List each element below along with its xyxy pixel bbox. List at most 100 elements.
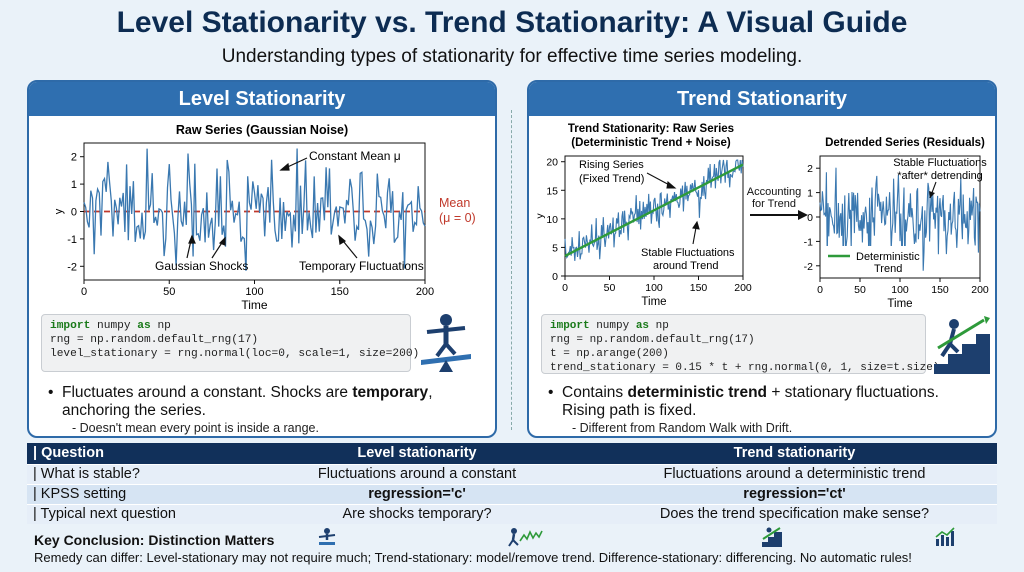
x-tick-label: 150 xyxy=(931,284,949,296)
x-tick-label: 100 xyxy=(891,284,909,296)
table-header-row: | Question Level stationarity Trend stat… xyxy=(27,443,997,464)
y-tick-label: 2 xyxy=(71,152,77,164)
deterministic-trend-line xyxy=(564,163,744,258)
level-chart: Raw Series (Gaussian Noise) 0 50 100 150 200… xyxy=(53,123,476,312)
after-detrending-annotation: *after* detrending xyxy=(897,170,983,182)
y-tick-label: 5 xyxy=(552,242,558,254)
level-bullet-bold: temporary xyxy=(352,384,429,401)
climber-icon xyxy=(762,527,782,547)
mean-value-label: (μ = 0) xyxy=(439,211,476,225)
level-bullet-post: , xyxy=(428,384,433,401)
trend-series-line xyxy=(564,159,744,261)
x-tick-label: 200 xyxy=(971,284,989,296)
code-text: np xyxy=(649,320,669,332)
bullet-dot: • xyxy=(48,384,54,401)
trend-bullet-line2: Rising path is fixed. xyxy=(562,402,697,419)
x-tick-label: 100 xyxy=(245,286,263,298)
code-line: level_stationary = rng.normal(loc=0, sca… xyxy=(50,348,420,360)
legend-label-1: Deterministic xyxy=(856,251,920,263)
y-tick-label: 2 xyxy=(807,163,813,175)
trend-raw-title-1: Trend Stationarity: Raw Series xyxy=(568,123,734,135)
detrended-series-line xyxy=(819,167,981,271)
table-cell: | KPSS setting xyxy=(27,483,242,504)
table-cell: Are shocks temporary? xyxy=(242,503,592,524)
level-code-block: import numpy as np rng = np.random.defau… xyxy=(41,314,419,372)
y-tick-label: 0 xyxy=(552,271,558,283)
x-tick-label: 50 xyxy=(604,282,616,294)
trend-raw-chart: Trend Stationarity: Raw Series (Determin… xyxy=(534,123,752,308)
temporary-fluctuations-annotation: Temporary Fluctuations xyxy=(299,259,424,273)
x-tick-label: 150 xyxy=(331,286,349,298)
y-tick-label: 1 xyxy=(807,188,813,200)
level-panel-heading: Level Stationarity xyxy=(29,82,495,116)
balance-figure-icon xyxy=(421,314,471,372)
level-sub-note: - Doesn't mean every point is inside a r… xyxy=(72,421,319,435)
table-row: | What is stable? Fluctuations around a … xyxy=(27,463,997,484)
trend-bullet-post: + stationary fluctuations. xyxy=(767,384,939,401)
y-tick-label: 0 xyxy=(807,212,813,224)
legend-box xyxy=(824,246,922,274)
x-tick-label: 100 xyxy=(645,282,663,294)
comparison-table: | Question Level stationarity Trend stat… xyxy=(27,443,997,524)
annotation-arrows xyxy=(186,157,358,259)
bullet-dot: • xyxy=(548,384,554,401)
surfer-icon xyxy=(318,528,336,545)
y-tick-label: -1 xyxy=(804,236,813,248)
table-cell: Fluctuations around a constant xyxy=(242,463,592,484)
level-bullet-text: Fluctuates around a constant. Shocks are xyxy=(62,384,353,401)
code-keyword-import: import xyxy=(50,320,91,332)
level-chart-title: Raw Series (Gaussian Noise) xyxy=(176,123,348,137)
level-stationarity-panel: Level Stationarity xyxy=(27,80,497,438)
table-cell: Does the trend specification make sense? xyxy=(592,503,997,524)
key-conclusion: Key Conclusion: Distinction Matters xyxy=(34,532,275,548)
table-header: Trend stationarity xyxy=(592,443,997,464)
after-arrowhead xyxy=(929,191,935,198)
y-tick-label: 1 xyxy=(71,179,77,191)
constant-mean-annotation: Constant Mean μ xyxy=(309,149,401,163)
detrended-chart: Detrended Series (Residuals) 0 50 100 150 20… xyxy=(804,137,989,310)
stable-fluctuations-annotation: Stable Fluctuations xyxy=(641,247,735,259)
level-series-line xyxy=(83,148,426,271)
trend-bullet-text: Contains xyxy=(562,384,628,401)
accounting-line-2: for Trend xyxy=(751,198,797,210)
remedy-text: Remedy can differ: Level-stationary may … xyxy=(34,550,912,565)
y-tick-label: 15 xyxy=(546,185,558,197)
y-axis-label: y xyxy=(53,208,65,214)
fixed-trend-annotation: (Fixed Trend) xyxy=(579,173,644,185)
panel-divider xyxy=(511,110,512,430)
trend-bullet-bold: deterministic trend xyxy=(627,384,768,401)
around-trend-annotation: around Trend xyxy=(653,260,718,272)
code-line: t = np.arange(200) xyxy=(550,348,669,360)
runner-icon xyxy=(508,528,543,547)
trend-panel-heading: Trend Stationarity xyxy=(529,82,995,116)
x-tick-label: 200 xyxy=(416,286,434,298)
trend-annotation-arrows xyxy=(646,172,700,245)
code-text: numpy xyxy=(589,320,636,332)
table-cell: | Typical next question xyxy=(27,503,242,524)
mean-label: Mean xyxy=(439,196,470,210)
code-text: numpy xyxy=(90,320,138,332)
table-header: | Question xyxy=(27,443,242,464)
x-tick-label: 0 xyxy=(562,282,568,294)
code-text: np xyxy=(150,320,171,332)
y-tick-label: -2 xyxy=(67,261,77,273)
table-row: | Typical next question Are shocks tempo… xyxy=(27,503,997,524)
y-tick-label: 0 xyxy=(71,207,77,219)
trend-code-block: import numpy as np rng = np.random.defau… xyxy=(541,314,939,374)
x-tick-label: 150 xyxy=(690,282,708,294)
code-line: trend_stationary = 0.15 * t + rng.normal… xyxy=(550,362,940,374)
y-tick-label: -1 xyxy=(67,234,77,246)
y-tick-label: 10 xyxy=(546,214,558,226)
legend-label-2: Trend xyxy=(874,263,902,275)
code-line: rng = np.random.default_rng(17) xyxy=(50,334,259,346)
code-keyword-as: as xyxy=(137,320,151,332)
x-axis-label: Time xyxy=(641,296,666,308)
x-axis-label: Time xyxy=(241,298,268,312)
accounting-line-1: Accounting xyxy=(746,186,802,198)
y-tick-label: -2 xyxy=(804,261,813,273)
y-axis-label: y xyxy=(534,213,546,219)
page-title: Level Stationarity vs. Trend Stationarit… xyxy=(116,6,908,39)
y-tick-label: 20 xyxy=(546,157,558,169)
x-tick-label: 50 xyxy=(163,286,175,298)
bar-chart-icon xyxy=(935,527,955,546)
